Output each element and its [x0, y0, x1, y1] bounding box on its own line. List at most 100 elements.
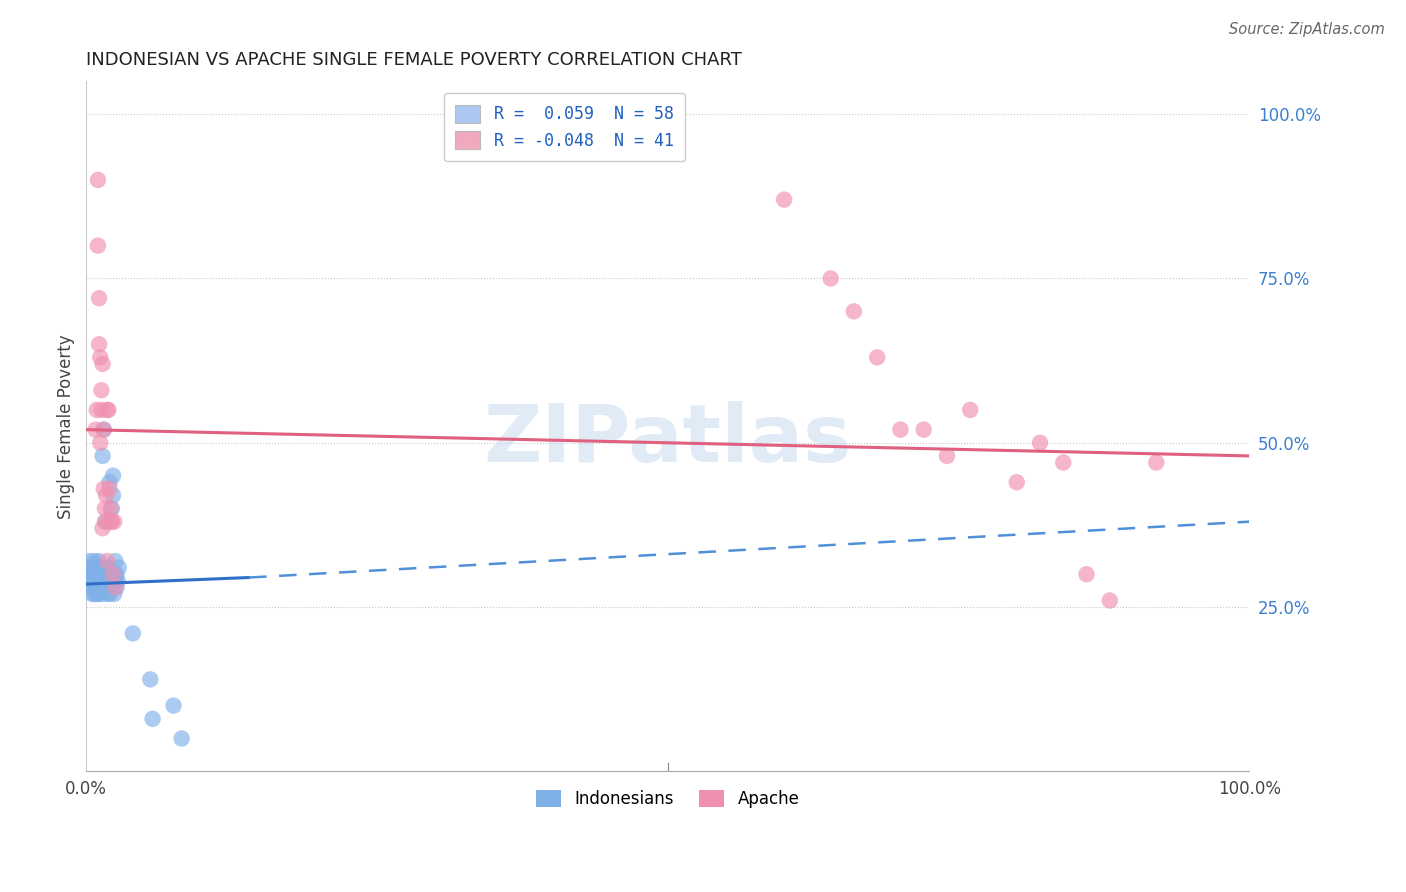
Point [90, 560, 112, 574]
Point [94, 567, 117, 582]
Point [82, 580, 104, 594]
Point [108, 560, 131, 574]
Point [93, 580, 115, 594]
Point [89, 574, 111, 588]
Point [936, 449, 959, 463]
Point [90, 403, 112, 417]
Point [1029, 435, 1052, 450]
Text: ZIPatlas: ZIPatlas [484, 401, 852, 479]
Point [107, 574, 129, 588]
Point [79, 574, 101, 588]
Point [1098, 593, 1121, 607]
Point [94, 501, 117, 516]
Point [79, 554, 101, 568]
Point [80, 580, 103, 594]
Point [889, 423, 911, 437]
Point [87, 238, 110, 252]
Point [842, 304, 865, 318]
Point [104, 574, 127, 588]
Point [90, 383, 112, 397]
Point [98, 587, 121, 601]
Point [96, 574, 118, 588]
Point [87, 587, 110, 601]
Point [91, 449, 114, 463]
Point [83, 554, 105, 568]
Point [84, 567, 107, 582]
Point [84, 580, 107, 594]
Point [100, 515, 122, 529]
Point [90, 587, 112, 601]
Point [101, 488, 124, 502]
Legend: Indonesians, Apache: Indonesians, Apache [530, 783, 806, 814]
Point [1076, 567, 1098, 582]
Point [94, 515, 117, 529]
Point [773, 193, 796, 207]
Point [100, 567, 122, 582]
Point [93, 482, 115, 496]
Point [100, 501, 122, 516]
Point [86, 574, 108, 588]
Point [105, 580, 128, 594]
Point [101, 567, 124, 582]
Point [87, 567, 110, 582]
Point [96, 554, 118, 568]
Point [94, 515, 117, 529]
Point [86, 560, 108, 574]
Point [103, 587, 125, 601]
Point [87, 337, 110, 351]
Point [1052, 456, 1074, 470]
Point [87, 291, 110, 305]
Point [820, 271, 842, 285]
Point [89, 580, 111, 594]
Point [91, 357, 114, 371]
Point [87, 554, 110, 568]
Point [94, 488, 117, 502]
Point [1144, 456, 1167, 470]
Point [101, 501, 124, 516]
Point [103, 567, 125, 582]
Point [96, 403, 118, 417]
Point [104, 554, 127, 568]
Point [101, 574, 124, 588]
Point [105, 567, 128, 582]
Point [98, 475, 121, 490]
Point [84, 574, 107, 588]
Point [101, 515, 124, 529]
Point [170, 731, 193, 746]
Point [89, 351, 111, 365]
Point [104, 580, 127, 594]
Point [162, 698, 184, 713]
Point [93, 423, 115, 437]
Point [142, 712, 165, 726]
Point [82, 574, 104, 588]
Point [96, 587, 118, 601]
Point [87, 580, 110, 594]
Point [98, 482, 121, 496]
Point [139, 673, 162, 687]
Point [82, 574, 104, 588]
Text: INDONESIAN VS APACHE SINGLE FEMALE POVERTY CORRELATION CHART: INDONESIAN VS APACHE SINGLE FEMALE POVER… [86, 51, 742, 69]
Point [101, 468, 124, 483]
Point [93, 423, 115, 437]
Point [912, 423, 935, 437]
Point [1005, 475, 1028, 490]
Point [959, 403, 981, 417]
Point [84, 423, 107, 437]
Point [86, 403, 108, 417]
Point [83, 567, 105, 582]
Point [97, 560, 120, 574]
Point [91, 521, 114, 535]
Point [89, 435, 111, 450]
Point [866, 351, 889, 365]
Point [82, 560, 104, 574]
Point [87, 560, 110, 574]
Point [94, 580, 117, 594]
Point [82, 587, 104, 601]
Point [87, 173, 110, 187]
Point [82, 567, 104, 582]
Point [121, 626, 143, 640]
Point [103, 515, 125, 529]
Point [80, 560, 103, 574]
Point [77, 567, 100, 582]
Point [86, 587, 108, 601]
